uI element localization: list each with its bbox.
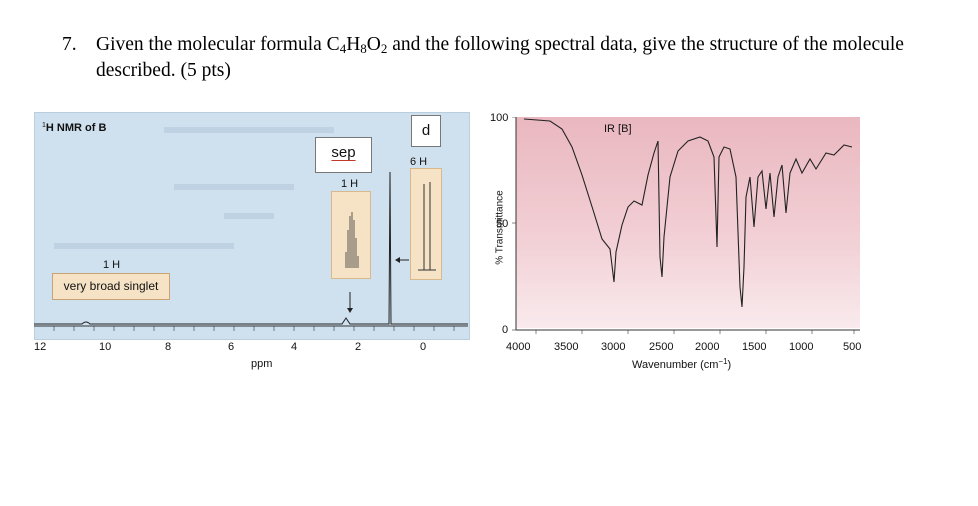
septet-annotation: sep xyxy=(315,137,372,173)
nmr-faint-background-text xyxy=(54,127,334,249)
doublet-integration: 6 H xyxy=(410,156,428,168)
question-text-start: Given the molecular formula C xyxy=(96,34,340,55)
question-text: Given the molecular formula C4H8O2 and t… xyxy=(96,34,936,82)
ir-y-tick-100: 100 xyxy=(490,112,509,124)
nmr-x-axis-label: ppm xyxy=(251,358,273,370)
hydrogen-subscript: 8 xyxy=(360,41,367,56)
nmr-spectrum-plot xyxy=(34,171,468,331)
ir-x-tick-1000: 1000 xyxy=(789,341,814,353)
doublet-highlight-box xyxy=(410,168,442,280)
doublet-annotation: d xyxy=(411,115,441,147)
ir-x-tick-500: 500 xyxy=(843,341,862,353)
septet-highlight-box xyxy=(331,191,371,279)
nmr-tick-2: 2 xyxy=(355,341,362,353)
nmr-trace xyxy=(34,171,468,325)
ir-x-tick-4000: 4000 xyxy=(506,341,531,353)
nmr-axis-ticks xyxy=(53,326,455,331)
nmr-tick-6: 6 xyxy=(228,341,235,353)
singlet-integration: 1 H xyxy=(103,259,121,271)
ir-trace xyxy=(523,118,853,308)
ir-x-tick-2500: 2500 xyxy=(649,341,674,353)
ir-x-tick-3500: 3500 xyxy=(554,341,579,353)
septet-integration: 1 H xyxy=(341,178,359,190)
nmr-title: 1H NMR of B xyxy=(42,122,107,134)
question-number: 7. xyxy=(62,34,77,55)
question-text-end: and the following spectral data, give th… xyxy=(96,34,904,81)
nmr-tick-4: 4 xyxy=(291,341,298,353)
oxygen-subscript: 2 xyxy=(380,41,388,56)
nmr-tick-0: 0 xyxy=(420,341,427,353)
hydrogen-symbol: H xyxy=(346,34,361,55)
ir-title: IR [B] xyxy=(604,123,632,135)
very-broad-singlet-label: very broad singlet xyxy=(52,273,170,300)
ir-y-tick-0: 0 xyxy=(502,324,509,336)
ir-x-tick-3000: 3000 xyxy=(601,341,626,353)
ir-x-axis-label: Wavenumber (cm−1) xyxy=(632,357,732,371)
ir-x-tick-1500: 1500 xyxy=(742,341,767,353)
carbon-subscript: 4 xyxy=(339,41,347,56)
nmr-tick-10: 10 xyxy=(99,341,112,353)
doublet-expansion xyxy=(418,182,436,271)
ir-y-tick-50: 50 xyxy=(496,218,509,230)
nmr-spectrum-panel xyxy=(34,112,470,340)
oxygen-symbol: O xyxy=(366,34,381,55)
septet-expansion xyxy=(345,212,359,268)
nmr-tick-8: 8 xyxy=(165,341,172,353)
nmr-tick-12: 12 xyxy=(34,341,47,353)
ir-x-tick-2000: 2000 xyxy=(695,341,720,353)
ir-spectrum-plot xyxy=(512,117,860,334)
